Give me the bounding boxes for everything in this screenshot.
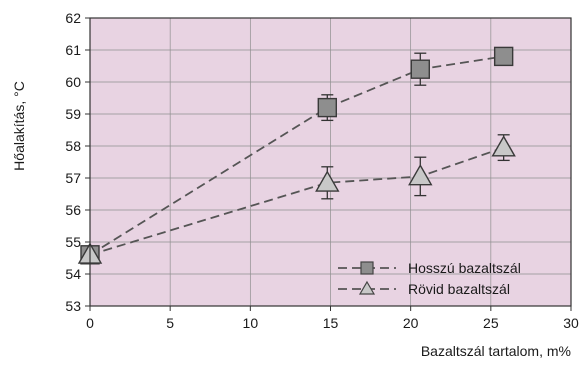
legend-marker-rovid: [358, 280, 376, 295]
legend-label-rovid: Rövid bazaltszál: [408, 281, 510, 297]
series-line-rovid: [89, 146, 504, 256]
ticks-layer: 0 5 10 15 20 25 30 53 54 55 56 57 58 59 60 61 62: [65, 10, 579, 331]
x-tick-label: 5: [166, 315, 174, 331]
y-tick-label: 56: [65, 202, 81, 218]
y-tick-label: 61: [65, 42, 81, 58]
data-point-rovid: [491, 135, 516, 157]
series-line-hosszu: [89, 55, 504, 256]
x-axis-label: Bazaltszál tartalom, m%: [421, 343, 571, 359]
data-point-hosszu: [410, 59, 430, 79]
legend-marker-hosszu: [360, 261, 374, 275]
x-tick-label: 25: [483, 315, 499, 331]
data-point-hosszu: [317, 97, 337, 118]
x-tick-label: 20: [403, 315, 419, 331]
legend: Hosszú bazaltszál Rövid bazaltszál: [338, 260, 521, 297]
y-axis-label: Hőalakítás, °C: [11, 81, 27, 171]
y-tick-label: 53: [65, 298, 81, 314]
y-tick-label: 62: [65, 10, 81, 26]
y-tick-label: 58: [65, 138, 81, 154]
y-tick-label: 59: [65, 106, 81, 122]
legend-label-hosszu: Hosszú bazaltszál: [408, 260, 521, 276]
y-tick-label: 60: [65, 74, 81, 90]
y-tick-label: 57: [65, 170, 81, 186]
data-point-rovid: [408, 163, 433, 186]
y-tick-label: 55: [65, 234, 81, 250]
x-tick-label: 10: [243, 315, 259, 331]
data-point-hosszu: [493, 46, 514, 67]
x-tick-label: 30: [563, 315, 579, 331]
data-point-rovid: [315, 170, 340, 192]
x-tick-label: 15: [323, 315, 339, 331]
y-tick-label: 54: [65, 266, 81, 282]
x-tick-label: 0: [86, 315, 94, 331]
